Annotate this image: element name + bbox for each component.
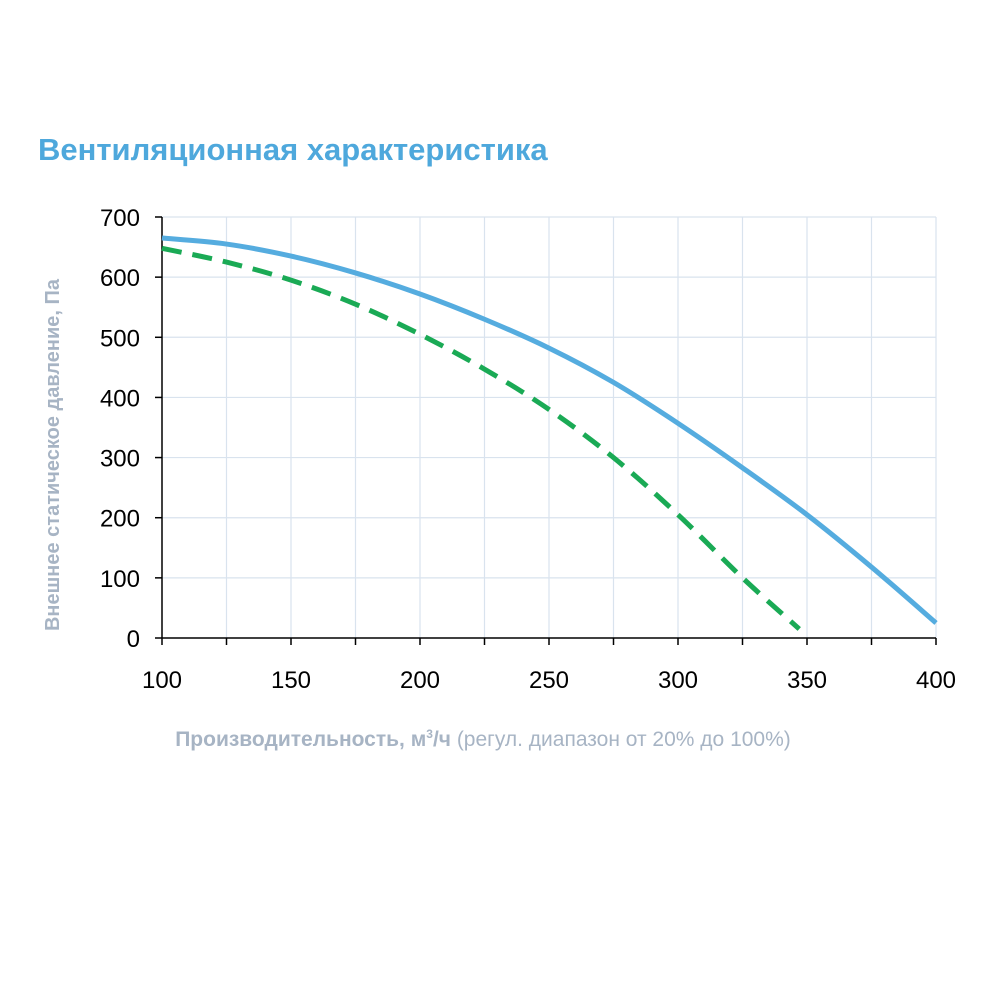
axes — [155, 216, 937, 645]
x-axis-label-unit: /ч — [432, 728, 451, 751]
y-tick-label: 200 — [100, 506, 140, 533]
chart-title: Вентиляционная характеристика — [38, 132, 548, 167]
series-line-solid — [161, 235, 938, 625]
y-tick-label: 400 — [100, 385, 140, 412]
series-line-dashed — [161, 245, 801, 631]
y-axis-label: Внешнее статическое давление, Па — [42, 278, 64, 631]
x-axis-label: Производительность, м3/ч (регул. диапазо… — [0, 727, 966, 752]
y-tick-label: 300 — [100, 446, 140, 473]
y-tick-label: 0 — [127, 626, 140, 653]
x-tick-label: 200 — [400, 667, 440, 694]
x-axis-label-note: (регул. диапазон от 20% до 100%) — [456, 728, 791, 751]
y-tick-label: 700 — [100, 205, 140, 232]
x-tick-label: 150 — [271, 667, 311, 694]
y-tick-label: 600 — [100, 265, 140, 292]
y-tick-label: 500 — [100, 325, 140, 352]
x-tick-label: 100 — [142, 667, 182, 694]
grid — [162, 216, 937, 638]
x-axis-label-sup: 3 — [426, 727, 433, 741]
x-tick-label: 250 — [529, 667, 569, 694]
y-tick-label: 100 — [100, 566, 140, 593]
x-tick-label: 300 — [658, 667, 698, 694]
x-tick-label: 350 — [787, 667, 827, 694]
x-tick-label: 400 — [916, 667, 956, 694]
tick-labels: 100 150 200 250 300 350 4000100200300400500600… — [100, 205, 956, 694]
x-axis-label-main: Производительность, м — [175, 728, 427, 751]
series-layer — [161, 235, 938, 631]
